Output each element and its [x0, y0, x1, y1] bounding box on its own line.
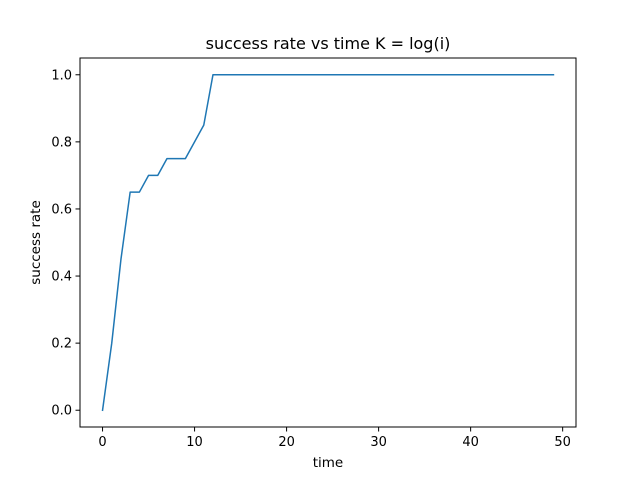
- y-tick-label: 1.0: [51, 68, 72, 83]
- plot-area: 0 10 20 30 40 50 0.0 0.2 0.4 0.6 0.8 1.0: [51, 57, 577, 450]
- y-axis-ticks: 0.0 0.2 0.4 0.6 0.8 1.0: [51, 68, 80, 419]
- series-layer: [101, 74, 555, 412]
- x-tick-label: 30: [370, 435, 387, 450]
- y-tick-label: 0.4: [51, 270, 72, 285]
- x-tick-label: 40: [462, 435, 479, 450]
- x-tick-label: 0: [98, 435, 106, 450]
- y-tick-label: 0.2: [51, 337, 72, 352]
- x-tick-label: 10: [186, 435, 203, 450]
- y-tick-label: 0.8: [51, 135, 72, 150]
- series-line: [101, 74, 555, 412]
- x-tick-label: 20: [278, 435, 295, 450]
- chart-title: success rate vs time K = log(i): [206, 34, 451, 53]
- y-axis-label: success rate: [28, 200, 44, 285]
- x-axis-ticks: 0 10 20 30 40 50: [98, 427, 571, 450]
- x-axis-label: time: [313, 455, 344, 471]
- y-tick-label: 0.6: [51, 202, 72, 217]
- y-tick-label: 0.0: [51, 404, 72, 419]
- axes-frame: [79, 57, 577, 428]
- x-tick-label: 50: [554, 435, 571, 450]
